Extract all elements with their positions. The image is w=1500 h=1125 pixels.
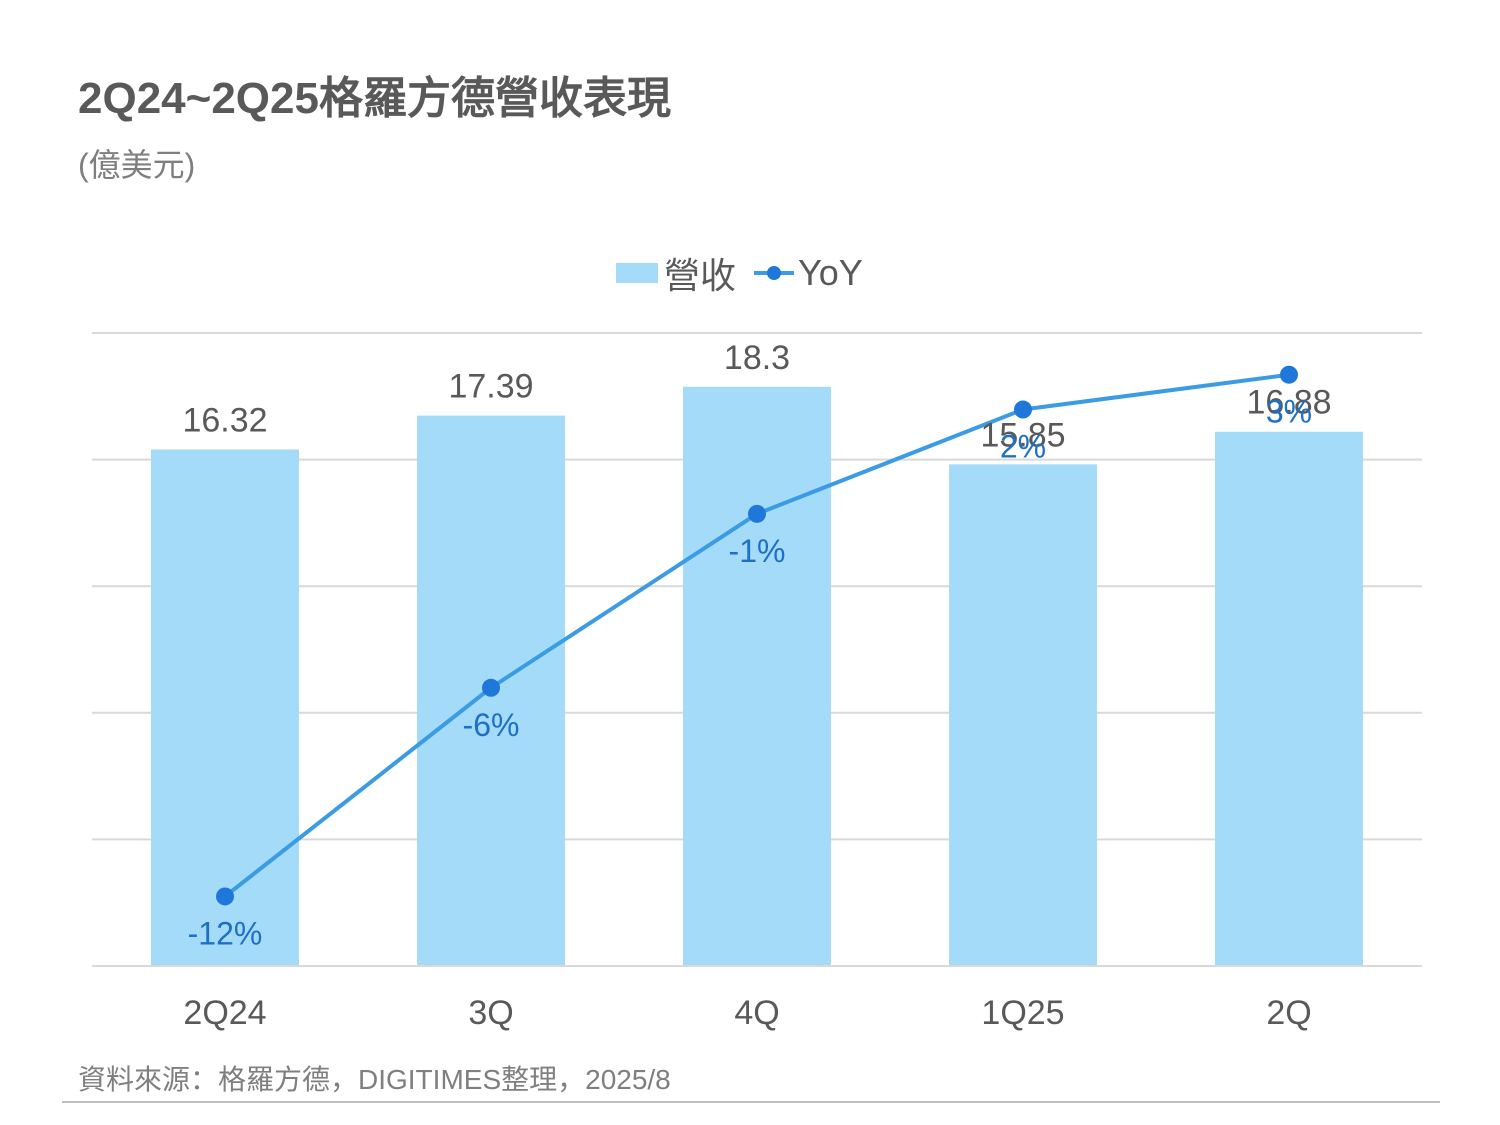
bar-2q: [1215, 431, 1363, 966]
legend-item-yoy: YoY: [736, 252, 863, 294]
legend-line-marker-icon: [754, 266, 795, 280]
unit-label: (億美元): [78, 147, 196, 183]
yoy-point-3q: [482, 678, 500, 697]
bottom-divider: [62, 1101, 1440, 1103]
bar-value-label: 18.3: [724, 339, 790, 377]
bar-value-label: 15.85: [980, 416, 1065, 454]
bar-4q: [683, 386, 831, 966]
data-labels: 16.32 17.39 18.3 15.85 16.88 -12% -6% -1% 2% 3%: [182, 339, 1331, 952]
bar-value-label: 16.32: [182, 401, 267, 439]
x-tick-label: 4Q: [734, 994, 779, 1032]
yoy-value-label: -1%: [729, 533, 786, 569]
yoy-point-1q25: [1014, 400, 1032, 419]
legend-label-yoy: YoY: [798, 252, 863, 293]
x-tick-label: 3Q: [468, 994, 513, 1032]
x-axis: 2Q24 3Q 4Q 1Q25 2Q: [92, 965, 1422, 1032]
legend-label-revenue: 營收: [664, 255, 737, 296]
legend-bar-swatch: [616, 263, 658, 283]
yoy-point-2q: [1280, 365, 1298, 384]
bar-2q24: [151, 449, 299, 966]
legend-item-revenue: 營收: [616, 247, 736, 299]
yoy-value-label: -6%: [463, 707, 520, 743]
legend: 營收 YoY: [616, 250, 863, 296]
yoy-value-label: -12%: [188, 915, 263, 951]
x-tick-label: 1Q25: [981, 994, 1064, 1032]
yoy-point-2q24: [216, 887, 234, 906]
bar-value-label: 16.88: [1246, 384, 1331, 422]
chart-title: 2Q24~2Q25格羅方德營收表現: [78, 74, 671, 123]
bar-value-label: 17.39: [448, 368, 533, 406]
bars: [151, 386, 1363, 966]
yoy-point-4q: [748, 504, 766, 523]
bar-1q25: [949, 464, 1097, 966]
x-tick-label: 2Q: [1266, 994, 1311, 1032]
yoy-value-label: 2%: [1000, 429, 1046, 465]
source-note: 資料來源：格羅方德，DIGITIMES整理，2025/8: [78, 1064, 671, 1095]
yoy-value-label: 3%: [1266, 394, 1312, 430]
yoy-line: [216, 365, 1298, 906]
x-tick-label: 2Q24: [183, 994, 266, 1032]
